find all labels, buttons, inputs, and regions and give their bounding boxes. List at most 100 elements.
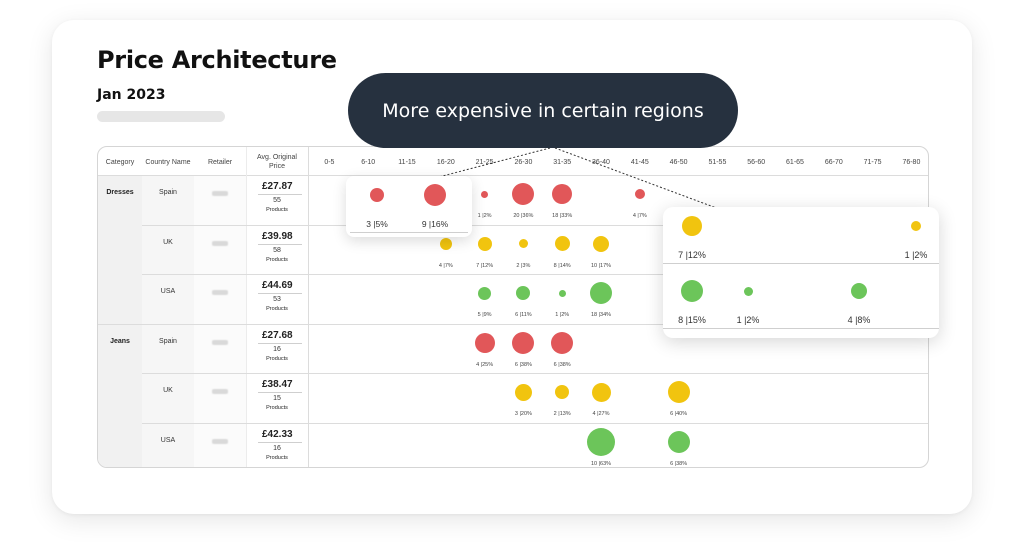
category-label: Jeans — [110, 337, 130, 345]
product-count: 16 — [273, 445, 281, 452]
bubble-label: 4 |7% — [438, 262, 453, 269]
header-range: 51-55 — [708, 159, 727, 166]
avg-price: £27.87 — [262, 181, 293, 192]
price-underline — [258, 342, 302, 344]
bubble-label: 6 |38% — [670, 461, 688, 467]
price-band-bubble — [512, 331, 535, 354]
report-date: Jan 2023 — [97, 87, 166, 103]
bubble-label: 4 |25% — [476, 361, 494, 368]
retailer-redacted — [212, 191, 228, 196]
retailer-redacted — [212, 339, 228, 345]
bubble-label: 6 |11% — [515, 312, 532, 319]
avg-price: £38.47 — [262, 379, 293, 391]
header-price-line1: Avg. Original — [257, 154, 297, 161]
price-band-bubble — [555, 385, 570, 400]
bubble-label: 2 |3% — [516, 262, 531, 269]
bubble-label: 10 |17% — [590, 262, 612, 269]
zoom-bubble — [681, 280, 703, 302]
price-band-bubble — [518, 239, 528, 249]
price-underline — [258, 392, 302, 394]
price-band-bubble — [514, 383, 532, 401]
header-range: 41-45 — [630, 159, 649, 166]
product-count: 58 — [273, 246, 281, 254]
bubble-label: 1 |2% — [477, 213, 492, 219]
header-range: 61-65 — [786, 159, 804, 166]
bubble-label: 3 |20% — [514, 411, 532, 418]
header-price-line2: Price — [269, 163, 285, 170]
bubble-label: 4 |27% — [592, 411, 610, 418]
header-range: 46-50 — [669, 159, 688, 166]
row-divider — [142, 423, 928, 424]
country-label: UK — [163, 387, 173, 395]
price-underline — [258, 442, 302, 443]
price-band-bubble — [590, 282, 612, 305]
bubble-label: 2 |13% — [553, 411, 571, 418]
retailer-column-divider — [246, 147, 247, 467]
header-range: 31-35 — [553, 159, 572, 166]
bubble-label: 6 |40% — [670, 411, 688, 418]
bubble-label: 1 |2% — [555, 312, 570, 319]
category-column-bg — [98, 175, 142, 467]
price-band-bubble — [439, 237, 452, 250]
bubble-label: 8 |14% — [553, 262, 571, 269]
country-label: USA — [160, 437, 176, 444]
subtitle-placeholder — [97, 111, 225, 122]
header-range: 36-40 — [592, 159, 610, 166]
retailer-redacted — [212, 439, 228, 444]
price-band-bubble — [554, 236, 570, 252]
price-band-bubble — [474, 332, 495, 353]
bubble-label: 6 |38% — [514, 361, 532, 368]
retailer-redacted — [212, 290, 228, 296]
zoom-bubble-label: 4 |8% — [847, 315, 871, 325]
price-band-bubble — [634, 189, 645, 199]
zoom-right-divider — [663, 328, 939, 329]
header-range: 56-60 — [747, 159, 766, 166]
product-unit: Products — [266, 207, 288, 213]
header-range: 16-20 — [436, 159, 455, 166]
header-range: 0-5 — [324, 159, 335, 166]
header-category: Category — [105, 159, 135, 166]
product-count: 16 — [273, 345, 281, 353]
zoom-bubble-label: 7 |12% — [678, 250, 706, 260]
product-unit: Products — [266, 355, 288, 362]
bubble-label: 20 |36% — [513, 213, 534, 219]
zoom-bubble — [911, 221, 921, 231]
category-label: Dresses — [106, 189, 134, 196]
avg-price: £42.33 — [262, 429, 293, 440]
price-band-bubble — [667, 381, 690, 404]
header-range: 21-25 — [475, 159, 494, 166]
zoom-bubble — [743, 286, 753, 296]
country-label: Spain — [159, 337, 177, 345]
bubble-label: 6 |38% — [553, 361, 571, 368]
price-band-bubble — [516, 286, 531, 301]
zoom-right-divider — [663, 263, 939, 264]
product-unit: Products — [266, 306, 288, 313]
zoom-panel-left: 3 |5% 9 |16% — [346, 176, 472, 237]
header-range: 6-10 — [361, 159, 376, 166]
header-country: Country Name — [145, 159, 191, 166]
price-band-bubble — [551, 331, 574, 354]
product-count: 55 — [273, 197, 281, 204]
avg-price: £39.98 — [262, 230, 293, 242]
page-title: Price Architecture — [97, 46, 337, 74]
header-retailer: Retailer — [207, 159, 233, 166]
retailer-redacted — [212, 240, 228, 246]
product-unit: Products — [266, 455, 288, 461]
zoom-bubble-label: 1 |2% — [904, 250, 928, 260]
bubble-label: 5 |9% — [477, 312, 492, 319]
zoom-bubble — [851, 283, 867, 299]
price-band-bubble — [478, 286, 492, 300]
zoom-bubble-label: 1 |2% — [736, 315, 760, 325]
row-divider — [142, 373, 928, 375]
country-label: UK — [163, 238, 173, 246]
product-unit: Products — [266, 256, 288, 263]
zoom-left-divider — [350, 232, 468, 233]
product-count: 15 — [273, 395, 281, 403]
row-divider — [142, 224, 928, 226]
price-band-bubble — [591, 382, 611, 402]
price-band-bubble — [558, 289, 566, 297]
bubble-label: 10 |63% — [590, 461, 612, 467]
zoom-bubble-label: 3 |5% — [366, 219, 388, 229]
bubble-label: 18 |34% — [590, 312, 612, 319]
